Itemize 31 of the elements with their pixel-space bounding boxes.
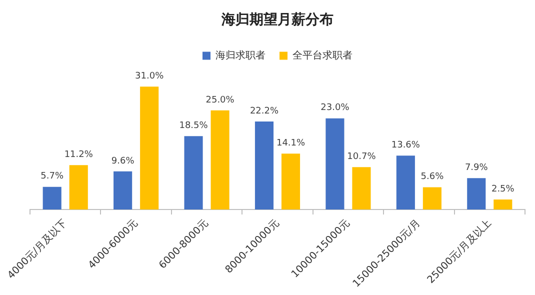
bar xyxy=(281,154,300,210)
data-label: 23.0% xyxy=(320,103,350,114)
data-label: 9.6% xyxy=(111,156,135,166)
bar xyxy=(254,122,274,210)
legend-label: 全平台求职者 xyxy=(292,49,352,62)
data-label: 11.2% xyxy=(64,150,94,160)
bar xyxy=(352,167,371,210)
bar xyxy=(140,86,159,210)
data-label: 25.0% xyxy=(206,95,235,106)
bar xyxy=(184,136,203,210)
data-label: 13.6% xyxy=(391,140,420,150)
data-label: 7.9% xyxy=(464,163,488,173)
legend-label: 海归求职者 xyxy=(216,49,266,62)
data-label: 22.2% xyxy=(250,106,279,116)
data-label: 2.5% xyxy=(491,184,515,194)
bar xyxy=(422,187,442,210)
bar xyxy=(114,171,132,210)
data-label: 18.5% xyxy=(179,121,208,132)
chart-title: 海归期望月薪分布 xyxy=(220,11,334,28)
bar xyxy=(69,165,88,210)
bar xyxy=(396,156,415,210)
bar xyxy=(210,110,230,210)
data-label: 31.0% xyxy=(135,71,164,82)
data-label: 10.7% xyxy=(347,152,376,162)
bar xyxy=(326,118,344,210)
data-label: 5.6% xyxy=(420,172,444,182)
bar xyxy=(42,186,62,210)
bar xyxy=(494,200,512,210)
bar xyxy=(467,178,486,210)
data-label: 5.7% xyxy=(40,172,64,182)
data-label: 14.1% xyxy=(276,138,306,148)
